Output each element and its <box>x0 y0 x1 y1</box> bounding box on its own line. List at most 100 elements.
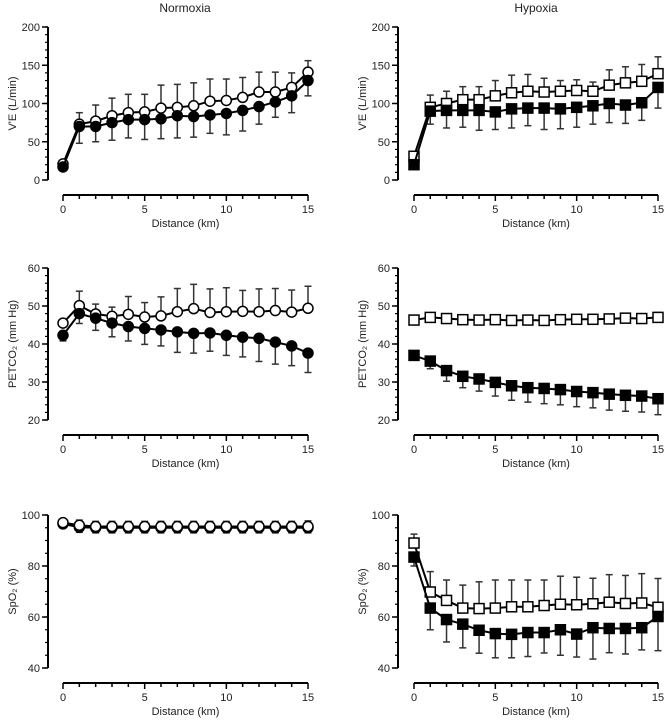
data-point <box>171 109 184 122</box>
x-tick-label: 0 <box>60 204 66 216</box>
series-marks-open <box>57 516 314 533</box>
x-tick-label: 0 <box>60 692 66 704</box>
y-axis-label: SpO₂ (%) <box>7 568 19 614</box>
data-point <box>424 105 437 117</box>
data-point <box>220 305 233 318</box>
data-point <box>587 621 599 634</box>
data-point <box>269 304 282 317</box>
series-marks-filled <box>57 307 314 359</box>
data-point <box>155 102 167 114</box>
data-point <box>619 389 632 402</box>
data-point <box>473 314 485 326</box>
data-point <box>187 100 200 112</box>
data-point <box>187 327 200 340</box>
data-point <box>285 340 298 352</box>
data-point <box>155 113 167 125</box>
data-point <box>603 622 615 635</box>
data-point <box>554 85 567 98</box>
data-point <box>122 308 135 321</box>
data-point <box>505 380 518 392</box>
data-point <box>138 311 151 323</box>
data-point <box>505 103 518 115</box>
y-tick-label: 40 <box>28 663 40 675</box>
data-point <box>619 312 632 324</box>
data-point <box>554 313 567 326</box>
data-point <box>522 314 534 326</box>
y-tick-label: 20 <box>378 415 390 427</box>
data-point <box>236 520 249 533</box>
y-tick-label: 40 <box>378 663 390 675</box>
data-point <box>302 302 314 315</box>
data-point <box>285 520 298 533</box>
data-point <box>220 107 233 120</box>
y-tick-label: 100 <box>22 510 40 522</box>
data-point <box>424 355 437 367</box>
data-point <box>187 520 200 533</box>
data-point <box>538 314 550 327</box>
y-tick-label: 20 <box>28 415 40 427</box>
data-point <box>652 392 664 405</box>
data-point <box>473 104 485 117</box>
data-point <box>440 364 453 377</box>
y-axis-label: SpO₂ (%) <box>357 568 369 614</box>
y-tick-label: 0 <box>384 175 390 187</box>
series-line <box>413 72 659 157</box>
y-axis-label: V'E (L/min) <box>7 76 19 130</box>
data-point <box>253 100 265 113</box>
x-axis-label: Distance (km) <box>502 706 570 718</box>
data-point <box>554 598 567 610</box>
data-point <box>138 520 151 533</box>
series-marks-filled <box>408 81 664 171</box>
panel-hypoxia-ve: 0 50 100 150 200 V'E (L/min) 0 5 10 15 Distance (k… <box>357 22 664 230</box>
panel-hypoxia-spo2: 40 60 80 100 SpO₂ (%) 0 5 10 15 Distance (km) <box>357 510 664 718</box>
data-point <box>424 311 437 324</box>
data-point <box>652 311 664 324</box>
data-point <box>522 626 534 639</box>
y-tick-label: 60 <box>378 263 390 275</box>
x-axis-label: Distance (km) <box>152 218 220 230</box>
series-marks-filled <box>57 74 314 173</box>
data-point <box>603 97 615 110</box>
data-point <box>457 370 469 383</box>
data-point <box>489 627 502 640</box>
data-point <box>635 75 648 88</box>
data-point <box>89 312 102 324</box>
panel-normoxia-ve: 0 50 100 150 200 V'E (L/min) 0 5 10 15 Distance (k… <box>7 22 314 230</box>
series-marks-open <box>408 311 664 327</box>
x-tick-label: 10 <box>220 692 232 704</box>
data-point <box>89 520 102 533</box>
data-point <box>408 537 420 549</box>
data-point <box>619 77 632 89</box>
series-line <box>413 542 659 610</box>
x-tick-label: 15 <box>302 444 314 456</box>
series-line <box>62 71 309 165</box>
data-point <box>253 332 265 345</box>
data-point <box>57 161 69 173</box>
data-point <box>220 520 233 533</box>
data-point <box>457 93 469 106</box>
data-point <box>57 317 69 329</box>
data-point <box>187 302 200 315</box>
data-point <box>570 599 583 611</box>
data-point <box>204 520 216 533</box>
x-tick-label: 5 <box>492 444 498 456</box>
y-tick-label: 100 <box>372 99 390 111</box>
series-filled <box>410 355 662 416</box>
y-tick-label: 50 <box>28 137 40 149</box>
data-point <box>73 120 86 133</box>
data-point <box>522 601 534 613</box>
panel-hypoxia-petco2: 20 30 40 50 60 PETCO₂ (mm Hg) 0 5 10 15 Distance (… <box>357 263 664 470</box>
data-point <box>489 90 502 102</box>
data-point <box>73 307 86 320</box>
y-axis-label: PETCO₂ (mm Hg) <box>7 300 19 388</box>
data-point <box>187 110 200 123</box>
data-point <box>253 520 265 533</box>
data-point <box>285 90 298 102</box>
x-tick-label: 0 <box>60 444 66 456</box>
data-point <box>587 597 599 610</box>
series-line <box>413 354 659 400</box>
data-point <box>440 312 453 325</box>
data-point <box>408 349 420 362</box>
y-tick-label: 200 <box>372 22 390 34</box>
y-tick-label: 100 <box>22 99 40 111</box>
